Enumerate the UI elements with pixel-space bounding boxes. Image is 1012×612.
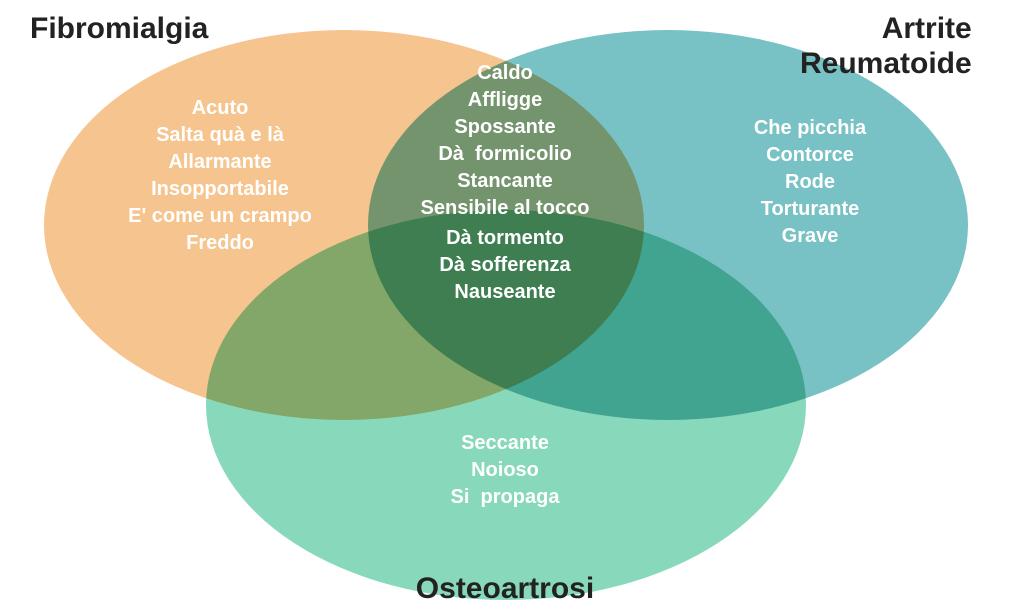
region-artrite-only: Che picchia Contorce Rode Torturante Gra… bbox=[700, 115, 920, 250]
region-overlap-upper: Caldo Affligge Spossante Dà formicolio S… bbox=[370, 60, 640, 222]
region-osteoartrosi-only: Seccante Noioso Si propaga bbox=[360, 430, 650, 511]
region-fibromialgia-only: Acuto Salta quà e là Allarmante Insoppor… bbox=[90, 95, 350, 257]
label-osteoartrosi: Osteoartrosi bbox=[340, 572, 670, 607]
label-fibromialgia: Fibromialgia bbox=[30, 12, 208, 47]
venn-diagram: Fibromialgia Artrite Reumatoide Osteoart… bbox=[0, 0, 1012, 612]
region-overlap-lower: Dà tormento Dà sofferenza Nauseante bbox=[370, 225, 640, 306]
label-artrite-reumatoide: Artrite Reumatoide bbox=[800, 12, 972, 81]
